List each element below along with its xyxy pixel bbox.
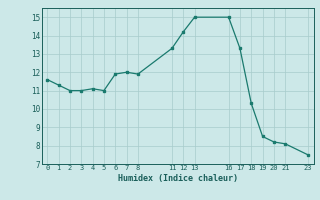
- X-axis label: Humidex (Indice chaleur): Humidex (Indice chaleur): [118, 174, 237, 183]
